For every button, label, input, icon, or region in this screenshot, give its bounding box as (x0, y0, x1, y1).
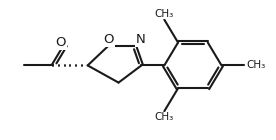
Text: CH₃: CH₃ (155, 9, 174, 18)
Text: O: O (55, 36, 66, 49)
Text: N: N (136, 33, 145, 46)
Text: CH₃: CH₃ (247, 60, 266, 70)
Text: O: O (103, 33, 113, 46)
Text: CH₃: CH₃ (155, 112, 174, 122)
